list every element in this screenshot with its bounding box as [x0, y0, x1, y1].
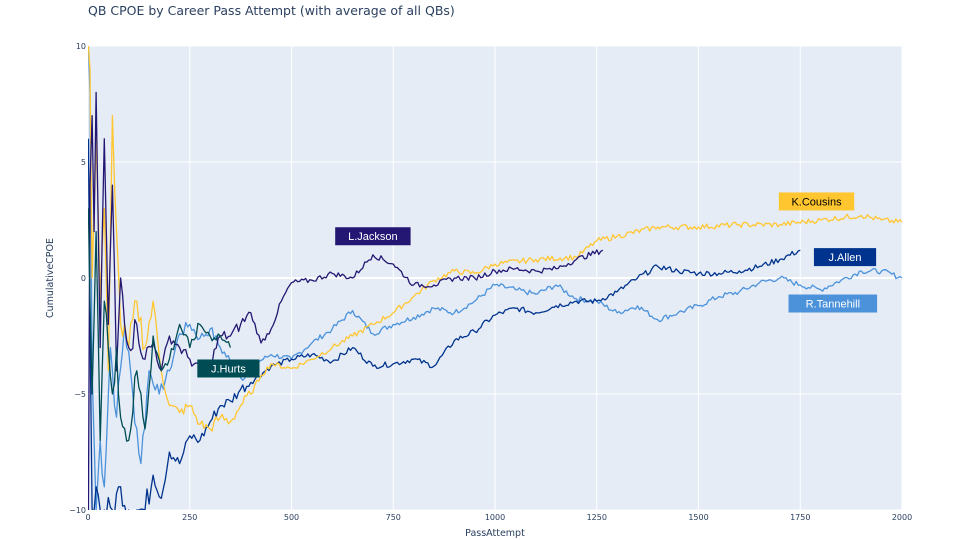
y-tick-label: −5	[74, 390, 86, 399]
x-tick-label: 750	[386, 513, 401, 522]
series-line-l-jackson	[88, 91, 604, 510]
x-tick-label: 250	[182, 513, 197, 522]
annotation-box	[813, 248, 877, 267]
annotation-label: L.Jackson	[348, 231, 398, 243]
annotation-label: R.Tannehill	[806, 299, 860, 311]
x-tick-label: 0	[85, 513, 90, 522]
x-tick-label: 1000	[485, 513, 505, 522]
annotation-label: J.Hurts	[211, 363, 246, 375]
annotation-label: K.Cousins	[791, 196, 842, 208]
annotation-r-tannehill: R.Tannehill	[788, 294, 878, 313]
annotation-j-hurts: J.Hurts	[197, 359, 260, 378]
y-tick-label: 5	[81, 158, 86, 167]
annotation-label: J.Allen	[829, 252, 862, 264]
annotation-box	[778, 192, 855, 211]
annotation-box	[788, 294, 878, 313]
y-axis-title: CumulativeCPOE	[45, 238, 56, 318]
annotation-l-jackson: L.Jackson	[335, 227, 411, 246]
y-axis-ticks: −10 −5 0 5 10	[69, 42, 86, 515]
annotation-box	[335, 227, 411, 246]
series-line-j-allen	[88, 138, 801, 510]
annotation-k-cousins: K.Cousins	[778, 192, 855, 211]
x-tick-label: 2000	[892, 513, 912, 522]
y-tick-label: 0	[81, 274, 86, 283]
y-tick-label: 10	[76, 42, 86, 51]
x-axis-ticks: 0 250 500 750 1000 1250 1500 1750 2000	[85, 513, 912, 522]
annotation-j-allen: J.Allen	[813, 248, 877, 267]
y-tick-label: −10	[69, 506, 86, 515]
series-line-k-cousins	[88, 46, 902, 432]
series-line-r-tannehill	[88, 46, 902, 510]
annotation-box	[197, 359, 260, 378]
x-tick-label: 1750	[790, 513, 810, 522]
series-line-j-hurts	[88, 208, 232, 442]
x-tick-label: 500	[284, 513, 299, 522]
chart-title: QB CPOE by Career Pass Attempt (with ave…	[88, 3, 455, 18]
series-lines	[88, 46, 902, 510]
annotations: L.Jackson K.Cousins J.Allen R.Tannehill J.Hu…	[197, 192, 878, 378]
x-tick-label: 1250	[587, 513, 607, 522]
x-axis-title: PassAttempt	[465, 528, 525, 539]
x-tick-label: 1500	[688, 513, 708, 522]
